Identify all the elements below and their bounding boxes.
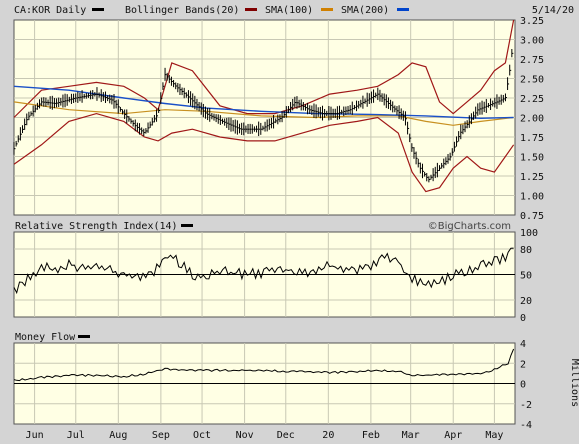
grid-layer [14,20,515,424]
legend-sma100-label: SMA(100) [265,5,313,16]
price-y-tick-label: 1.50 [520,153,544,164]
price-y-tick-label: 2.00 [520,114,544,125]
x-tick-label: Sep [152,430,170,441]
bollinger-lower-line [13,112,515,193]
price-y-tick-label: 1.00 [520,192,544,203]
money-flow-line [13,348,515,382]
x-tick-label: May [485,430,503,441]
x-tick-label: 20 [322,430,334,441]
money-flow-title: Money Flow [15,332,76,343]
price-y-tick-label: 3.00 [520,36,544,47]
money-flow-y-tick-label: 0 [520,380,526,391]
x-tick-label: Aug [109,430,127,441]
rsi-y-tick-label: 0 [520,313,526,324]
rsi-title: Relative Strength Index(14) [15,221,178,232]
legend-sma200-label: SMA(200) [341,5,389,16]
x-tick-label: Mar [402,430,420,441]
watermark: ©BigCharts.com [428,221,511,232]
axis-layer: Jun Jul Aug Sep Oct Nov Dec 20 Feb Mar Apr May3.253… [26,16,545,441]
money-flow-ylabel: Millions [569,359,579,407]
price-y-tick-label: 1.25 [520,172,544,183]
x-tick-label: Feb [362,430,380,441]
bollinger-upper-line [13,19,515,118]
price-y-tick-label: 1.75 [520,133,544,144]
rsi-line [13,247,514,295]
money-flow-y-tick-label: -2 [520,400,532,411]
x-tick-label: Apr [444,430,462,441]
rsi-y-tick-label: 50 [520,271,532,282]
x-tick-label: Jul [67,430,85,441]
date-label: 5/14/20 [532,5,574,16]
legend-swatch-sma100 [321,8,333,11]
price-y-tick-label: 3.25 [520,16,544,27]
money-flow-y-tick-label: 4 [520,339,526,350]
price-y-tick-label: 2.75 [520,55,544,66]
price-y-tick-label: 0.75 [520,211,544,222]
x-tick-label: Nov [236,430,254,441]
legend-bollinger-label: Bollinger Bands(20) [125,5,239,16]
rsi-y-tick-label: 100 [520,228,538,239]
rsi-y-tick-label: 80 [520,245,532,256]
rsi-y-tick-label: 20 [520,296,532,307]
price-y-tick-label: 2.50 [520,75,544,86]
data-layer [13,19,515,384]
x-tick-label: Jun [26,430,44,441]
price-y-tick-label: 2.25 [520,94,544,105]
x-tick-label: Oct [193,430,211,441]
ticker-label: CA:KOR Daily [14,5,86,16]
legend-swatch-price [92,8,104,11]
rsi-legend-swatch [181,224,193,227]
money-flow-y-tick-label: 2 [520,359,526,370]
x-tick-label: Dec [277,430,295,441]
money-flow-legend-swatch [78,335,90,338]
legend-swatch-bollinger [245,8,257,11]
money-flow-y-tick-label: -4 [520,420,532,431]
legend-swatch-sma200 [397,8,409,11]
